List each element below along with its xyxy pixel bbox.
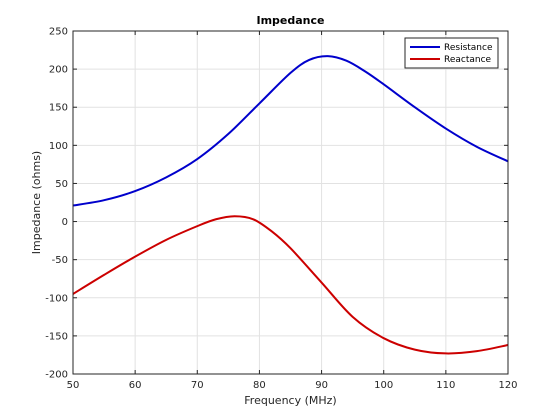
x-tick-label: 90: [315, 380, 328, 391]
y-tick-label: -50: [52, 255, 68, 266]
chart-title: Impedance: [257, 14, 325, 27]
x-axis-label: Frequency (MHz): [244, 394, 336, 407]
legend: Resistance Reactance: [404, 37, 499, 69]
x-tick-label: 120: [498, 380, 517, 391]
x-tick-label: 50: [67, 380, 80, 391]
y-tick-label: 50: [55, 179, 68, 190]
y-tick-label: 100: [49, 141, 68, 152]
x-tick-label: 70: [191, 380, 204, 391]
y-axis-label: Impedance (ohms): [30, 151, 43, 254]
x-tick-label: 110: [436, 380, 455, 391]
x-tick-label: 80: [253, 380, 266, 391]
y-tick-label: -100: [45, 293, 68, 304]
tick-labels: 50 60 70 80 90 100 110 120 -200 -150 -100 -50 0 50 100…: [45, 27, 517, 392]
y-tick-label: -200: [45, 370, 68, 381]
series-line-resistance: [72, 55, 509, 207]
x-tick-label: 100: [374, 380, 393, 391]
legend-box: [404, 37, 499, 69]
plot-area: [73, 31, 508, 374]
y-tick-label: 150: [49, 103, 68, 114]
y-tick-label: 200: [49, 65, 68, 76]
legend-label-resistance: Resistance: [444, 43, 493, 53]
legend-label-reactance: Reactance: [444, 55, 492, 65]
plot-frame: [72, 30, 509, 375]
series-line-reactance: [72, 215, 509, 355]
y-tick-label: 250: [49, 27, 68, 38]
x-tick-label: 60: [129, 380, 142, 391]
ticks: [72, 30, 509, 375]
series-layer: [72, 55, 509, 355]
y-tick-label: -150: [45, 331, 68, 342]
y-tick-label: 0: [62, 217, 68, 228]
